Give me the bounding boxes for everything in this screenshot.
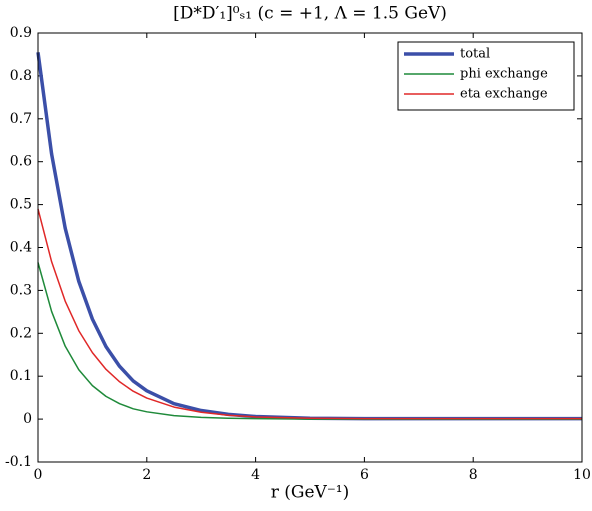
x-tick-label: 2	[142, 467, 151, 483]
y-tick-label: 0.1	[10, 368, 32, 384]
legend-label: total	[460, 47, 490, 62]
x-axis-label: r (GeV⁻¹)	[271, 483, 350, 503]
y-tick-label: 0.3	[10, 282, 32, 298]
y-tick-label: 0.2	[10, 325, 32, 341]
y-tick-label: 0.5	[10, 197, 32, 213]
y-tick-label: 0.7	[10, 111, 32, 127]
legend-label: phi exchange	[460, 67, 548, 82]
x-tick-label: 8	[469, 467, 478, 483]
plot-frame	[37, 32, 583, 463]
y-tick-label: 0.4	[10, 240, 32, 256]
y-tick-label: 0.6	[10, 154, 32, 170]
x-tick-label: 10	[573, 467, 591, 483]
y-tick-label: 0	[23, 411, 32, 427]
y-tick-label: 0.9	[10, 25, 32, 41]
y-tick-label: 0.8	[10, 68, 32, 84]
x-tick-label: 6	[360, 467, 369, 483]
chart-title: [D*D′₁]⁰ₛ₁ (c = +1, Λ = 1.5 GeV)	[173, 4, 447, 24]
x-tick-label: 0	[34, 467, 43, 483]
legend-box	[397, 41, 575, 111]
y-tick-label: -0.1	[5, 454, 32, 470]
legend-label: eta exchange	[460, 87, 548, 102]
x-tick-label: 4	[251, 467, 260, 483]
series-line	[37, 208, 582, 420]
